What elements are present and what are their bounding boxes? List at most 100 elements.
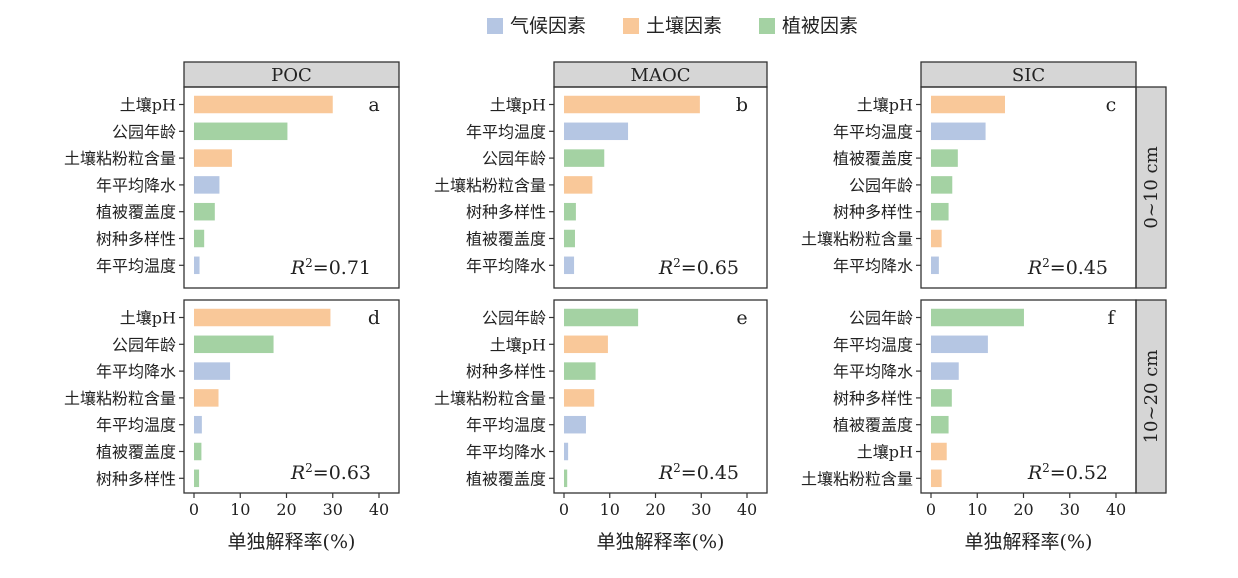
bar	[931, 415, 949, 434]
category-label: 植被覆盖度	[96, 443, 176, 462]
bar	[564, 469, 568, 488]
category-label: 树种多样性	[833, 203, 913, 222]
panel-letter: a	[368, 94, 379, 116]
category-label: 年平均降水	[466, 256, 546, 275]
category-label: 土壤粘粉粒含量	[64, 149, 176, 168]
bar	[931, 442, 947, 461]
r2-label: R2=0.52	[1027, 461, 1108, 484]
legend-label-soil: 土壤因素	[646, 15, 722, 37]
bar	[564, 95, 700, 114]
bar	[564, 229, 575, 248]
x-tick-label: 10	[230, 500, 250, 519]
bar	[564, 308, 639, 327]
bar	[194, 149, 232, 167]
bar	[194, 335, 274, 354]
bar	[564, 176, 593, 194]
category-label: 树种多样性	[466, 362, 546, 381]
r2-label: R2=0.45	[1027, 256, 1108, 279]
category-label: 年平均降水	[833, 256, 913, 275]
bar	[564, 362, 596, 380]
panel-letter: e	[736, 307, 747, 329]
r2-label: R2=0.63	[290, 461, 371, 484]
panel-letter: b	[736, 94, 748, 116]
legend-label-climate: 气候因素	[510, 15, 586, 37]
category-label: 年平均降水	[833, 362, 913, 381]
panel-frame	[183, 299, 400, 494]
x-tick-label: 20	[645, 500, 665, 519]
panel-letter: c	[1106, 94, 1117, 116]
bar	[931, 95, 1005, 114]
strip-label-sic: SIC	[1012, 65, 1045, 86]
strip-poc	[183, 61, 400, 88]
category-label: 土壤粘粉粒含量	[801, 469, 913, 488]
strip-label-depth-2: 10~20 cm	[1141, 350, 1162, 444]
category-label: 公园年龄	[482, 309, 546, 328]
category-label: 年平均降水	[96, 362, 176, 381]
panel-letter: d	[368, 307, 380, 329]
legend-label-vegetation: 植被因素	[782, 15, 858, 37]
r2-label: R2=0.65	[658, 256, 739, 279]
bar	[194, 442, 202, 461]
legend-swatch-vegetation	[759, 18, 775, 34]
x-tick-label: 30	[323, 500, 343, 519]
r2-label: R2=0.71	[290, 256, 371, 279]
panel-frame	[553, 86, 768, 289]
strip-label-maoc: MAOC	[631, 65, 691, 86]
bar	[931, 389, 952, 407]
category-label: 年平均温度	[833, 335, 913, 354]
x-tick-label: 40	[737, 500, 757, 519]
panel-frame	[920, 86, 1137, 289]
category-label: 植被覆盖度	[96, 203, 176, 222]
bar	[194, 202, 215, 221]
strip-label-depth-1: 0~10 cm	[1141, 146, 1162, 228]
bar	[194, 362, 231, 380]
bar	[564, 122, 629, 141]
category-label: 土壤pH	[857, 96, 913, 115]
bar	[931, 469, 942, 488]
legend-swatch-climate	[487, 18, 503, 34]
x-tick-label: 20	[1013, 500, 1033, 519]
bar	[194, 389, 219, 407]
x-tick-label: 30	[1060, 500, 1080, 519]
x-tick-label: 0	[189, 500, 199, 519]
bar	[931, 362, 959, 380]
x-tick-label: 0	[559, 500, 569, 519]
category-label: 树种多样性	[466, 203, 546, 222]
x-tick-label: 40	[369, 500, 389, 519]
category-label: 树种多样性	[96, 230, 176, 249]
category-label: 年平均降水	[466, 443, 546, 462]
bar	[564, 442, 569, 461]
bar	[564, 256, 575, 275]
category-label: 年平均温度	[96, 256, 176, 275]
category-label: 公园年龄	[482, 149, 546, 168]
bar	[931, 122, 986, 141]
category-label: 土壤pH	[490, 96, 546, 115]
bar	[564, 149, 605, 167]
strip-depth-2	[1135, 299, 1167, 494]
x-axis-title: 单独解释率(%)	[228, 531, 356, 553]
bar	[931, 176, 953, 194]
category-label: 土壤粘粉粒含量	[801, 230, 913, 249]
category-label: 土壤粘粉粒含量	[64, 389, 176, 408]
category-label: 公园年龄	[849, 176, 913, 195]
category-label: 年平均降水	[96, 176, 176, 195]
bar	[194, 256, 200, 275]
bar	[564, 202, 576, 221]
category-label: 土壤粘粉粒含量	[434, 389, 546, 408]
category-label: 树种多样性	[96, 469, 176, 488]
category-label: 植被覆盖度	[466, 230, 546, 249]
category-label: 植被覆盖度	[833, 149, 913, 168]
category-label: 公园年龄	[112, 335, 176, 354]
panel-frame	[553, 299, 768, 494]
bar	[564, 389, 595, 407]
category-label: 年平均温度	[466, 416, 546, 435]
category-label: 植被覆盖度	[466, 469, 546, 488]
x-tick-label: 20	[276, 500, 296, 519]
